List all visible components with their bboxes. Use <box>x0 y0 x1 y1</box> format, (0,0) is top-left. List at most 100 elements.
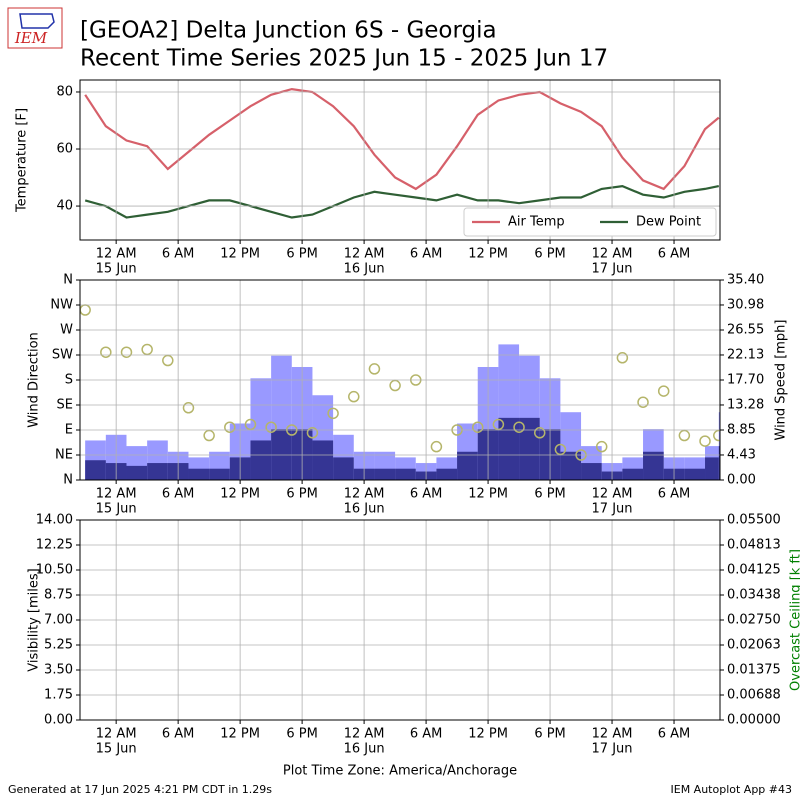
y-axis-label: Temperature [F] <box>15 108 30 213</box>
wind-direction-point <box>657 385 670 397</box>
wind-direction-point <box>265 421 277 433</box>
wind-speed-bar <box>519 417 540 480</box>
wind-speed-bar <box>250 440 272 480</box>
x-tick-label: 12 AM <box>344 487 385 502</box>
wind-direction-point <box>678 429 691 442</box>
wind-speed-bar <box>498 417 520 480</box>
y-tick-label: 0.00 <box>44 713 73 728</box>
logo-shape <box>19 13 55 29</box>
wind-direction-point <box>80 304 91 316</box>
x-tick-label: 12 AM <box>96 247 137 262</box>
wind-direction-point <box>120 346 133 358</box>
x-tick-label: 12 PM <box>468 727 508 742</box>
line-series <box>84 87 720 191</box>
y-tick-label: 10.50 <box>36 563 73 578</box>
wind-speed-bar <box>684 468 706 480</box>
y-tick-label: 60 <box>56 142 73 157</box>
wind-direction-point <box>699 435 711 447</box>
x-tick-label: 12 AM <box>344 247 385 262</box>
footer-left: Generated at 17 Jun 2025 4:21 PM CDT in … <box>8 783 272 796</box>
wind-speed-bar <box>457 451 478 480</box>
y2-axis-label: Overcast Ceiling [k ft] <box>789 549 800 691</box>
y-tick-label: 80 <box>56 84 73 99</box>
wind-speed-bar <box>581 463 602 480</box>
wind-direction-point <box>141 343 153 356</box>
y2-tick-label: 0.03438 <box>727 588 781 603</box>
wind-speed-bar <box>85 460 106 480</box>
y2-tick-label: 0.04813 <box>727 538 781 553</box>
y2-tick-label: 0.01375 <box>727 663 781 678</box>
wind-direction-point <box>368 363 381 375</box>
legend-label: Air Temp <box>508 215 565 230</box>
wind-speed-bar <box>271 429 292 480</box>
axes-frame <box>79 279 721 481</box>
wind-speed-bar <box>126 465 148 480</box>
y-tick-label: 3.50 <box>44 663 73 678</box>
y-tick-label: SE <box>57 398 73 413</box>
x-tick-label: 6 AM <box>162 727 195 742</box>
wind-direction-point <box>389 379 401 392</box>
wind-direction-point <box>713 429 720 442</box>
x-tick-label: 6 PM <box>286 727 317 742</box>
y-tick-label: W <box>60 323 73 338</box>
x-tick-label: 6 PM <box>286 247 317 262</box>
legend-label: Dew Point <box>636 215 701 230</box>
y2-tick-label: 0.05500 <box>727 513 781 528</box>
wind-direction-point <box>595 440 608 453</box>
wind-direction-point <box>327 407 339 420</box>
wind-direction-point <box>513 421 525 433</box>
y2-axis-label: Wind Speed [mph] <box>774 320 789 441</box>
wind-speed-bar <box>643 451 664 480</box>
wind-direction-point <box>430 440 443 453</box>
x-tick-label: 12 AM <box>592 727 633 742</box>
x-tick-label: 6 AM <box>410 727 443 742</box>
x-tick-label: 6 AM <box>410 487 443 502</box>
x-tick-label: 15 Jun <box>96 502 137 517</box>
wind-speed-bar <box>436 468 458 480</box>
y2-tick-label: 22.13 <box>727 347 764 362</box>
y-tick-label: NE <box>55 448 73 463</box>
x-tick-label: 15 Jun <box>96 262 137 277</box>
x-tick-label: 6 PM <box>286 487 317 502</box>
x-tick-label: 6 AM <box>410 247 443 262</box>
y2-tick-label: 0.02750 <box>727 613 781 628</box>
y2-tick-label: 0.00 <box>727 473 756 488</box>
wind-speed-bar <box>395 468 416 480</box>
y2-tick-label: 4.43 <box>727 447 756 462</box>
footer-right: IEM Autoplot App #43 <box>671 783 793 796</box>
x-axis-label: Plot Time Zone: America/Anchorage <box>283 764 517 779</box>
y2-tick-label: 13.28 <box>727 397 764 412</box>
wind-speed-bar <box>622 468 644 480</box>
title-line: [GEOA2] Delta Junction 6S - Georgia <box>80 18 497 44</box>
wind-direction-point <box>224 421 236 433</box>
wind-direction-point <box>100 346 112 358</box>
x-tick-label: 12 AM <box>592 247 633 262</box>
wind-direction-point <box>348 390 360 403</box>
x-tick-label: 6 AM <box>658 487 691 502</box>
wind-speed-bar <box>147 463 168 480</box>
y2-tick-label: 8.85 <box>727 423 756 438</box>
y-tick-label: 5.25 <box>44 638 73 653</box>
x-tick-label: 6 PM <box>534 247 565 262</box>
y-tick-label: SW <box>52 348 73 363</box>
y-tick-label: 40 <box>56 199 73 214</box>
wind-direction-point <box>616 352 629 364</box>
wind-direction-point <box>554 443 567 456</box>
x-tick-label: 6 AM <box>658 727 691 742</box>
logo-text: IEM <box>14 29 48 47</box>
x-tick-label: 12 PM <box>220 487 260 502</box>
wind-direction-point <box>162 354 174 367</box>
wind-speed-bar <box>374 468 396 480</box>
x-tick-label: 12 PM <box>220 727 260 742</box>
x-tick-label: 6 PM <box>534 487 565 502</box>
y-tick-label: N <box>63 273 73 288</box>
x-tick-label: 16 Jun <box>344 262 385 277</box>
wind-direction-point <box>471 421 484 433</box>
x-tick-label: 16 Jun <box>344 742 385 757</box>
y-tick-label: E <box>65 423 73 438</box>
y-tick-label: 1.75 <box>44 688 73 703</box>
x-tick-label: 12 PM <box>468 247 508 262</box>
line-series <box>84 184 720 219</box>
axes-frame <box>79 79 721 241</box>
x-tick-label: 17 Jun <box>592 262 633 277</box>
